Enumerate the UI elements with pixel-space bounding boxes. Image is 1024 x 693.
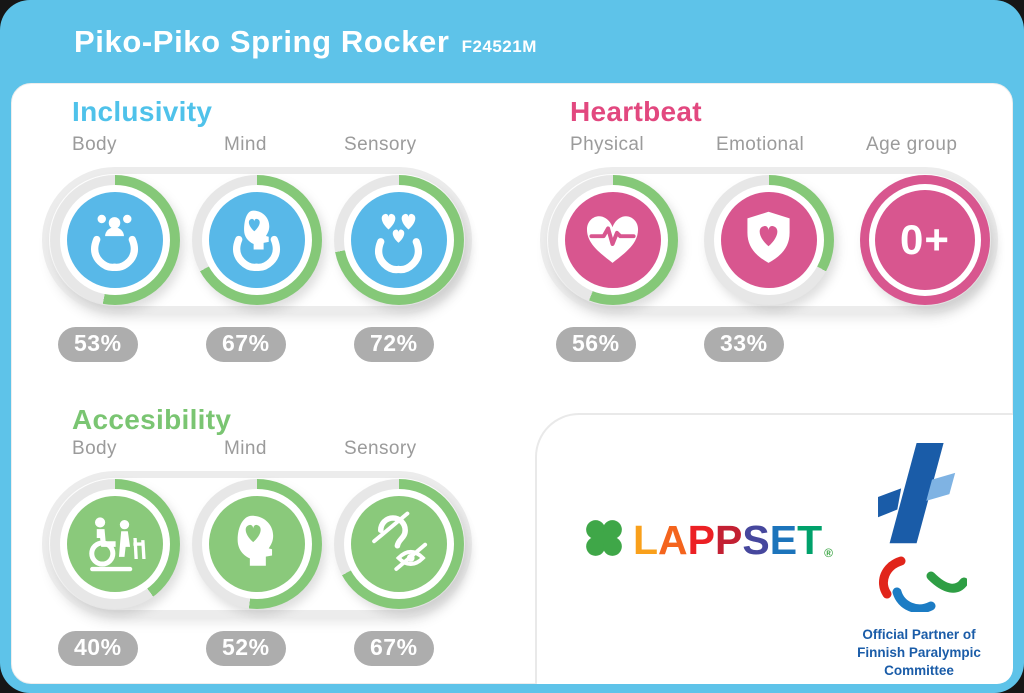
gauge-inclusivity-sensory bbox=[334, 175, 464, 305]
wheelchair-icon bbox=[67, 496, 163, 592]
heartbeat-physical-percent: 56% bbox=[556, 327, 636, 362]
heartbeat-label-agegroup: Age group bbox=[866, 134, 958, 155]
lappset-clover-icon bbox=[583, 517, 625, 564]
heartbeat-emotional-percent: 33% bbox=[704, 327, 784, 362]
gauge-accessibility-mind bbox=[192, 479, 322, 609]
heartbeat-gauge-group: 0+ bbox=[540, 167, 998, 313]
gauge-heartbeat-agegroup: 0+ bbox=[860, 175, 990, 305]
lappset-letter: P bbox=[715, 517, 743, 563]
paralympic-agitos-icon bbox=[871, 556, 969, 617]
gauge-inclusivity-mind bbox=[192, 175, 322, 305]
age-group-badge: 0+ bbox=[875, 190, 975, 290]
lappset-wordmark: L A P P S E T ® bbox=[633, 517, 833, 564]
shield-heart-icon bbox=[721, 192, 817, 288]
registered-trademark: ® bbox=[824, 546, 833, 560]
heart-pulse-icon bbox=[565, 192, 661, 288]
gauge-accessibility-sensory bbox=[334, 479, 464, 609]
inclusivity-mind-percent: 67% bbox=[206, 327, 286, 362]
accessibility-sensory-percent: 67% bbox=[354, 631, 434, 666]
accessibility-body-percent: 40% bbox=[58, 631, 138, 666]
page-title: Piko-Piko Spring Rocker F24521M bbox=[74, 24, 537, 60]
product-code: F24521M bbox=[461, 37, 537, 56]
gauge-inclusivity-body bbox=[50, 175, 180, 305]
head-heart-icon bbox=[209, 496, 305, 592]
accessibility-gauge-group bbox=[42, 471, 472, 617]
lappset-letter: L bbox=[633, 517, 659, 563]
finnish-paralympic-logo: Official Partner of Finnish Paralympic C… bbox=[839, 443, 999, 679]
lappset-letter: E bbox=[769, 517, 798, 563]
hands-mind-icon bbox=[209, 192, 305, 288]
inclusivity-label-mind: Mind bbox=[224, 134, 267, 155]
hands-hearts-icon bbox=[351, 192, 447, 288]
accessibility-label-sensory: Sensory bbox=[344, 438, 417, 459]
heartbeat-label-physical: Physical bbox=[570, 134, 644, 155]
hands-people-icon bbox=[67, 192, 163, 288]
accessibility-label-body: Body bbox=[72, 438, 117, 459]
inclusivity-gauge-group bbox=[42, 167, 472, 313]
gauge-heartbeat-emotional bbox=[704, 175, 834, 305]
inclusivity-body-percent: 53% bbox=[58, 327, 138, 362]
lappset-letter: P bbox=[687, 517, 716, 563]
accessibility-heading: Accesibility bbox=[72, 404, 232, 435]
paralympic-partner-text: Official Partner of Finnish Paralympic C… bbox=[857, 626, 981, 679]
lappset-letter: A bbox=[658, 517, 688, 563]
partner-card: L A P P S E T ® bbox=[535, 413, 1013, 684]
paralympic-cross-icon bbox=[878, 443, 960, 556]
inclusivity-label-sensory: Sensory bbox=[344, 134, 417, 155]
heartbeat-heading: Heartbeat bbox=[570, 96, 702, 127]
age-group-value: 0+ bbox=[900, 216, 950, 263]
accessibility-label-mind: Mind bbox=[224, 438, 267, 459]
lappset-letter: S bbox=[742, 517, 770, 563]
partner-text-line: Official Partner of bbox=[862, 627, 976, 642]
inclusivity-heading: Inclusivity bbox=[72, 96, 213, 127]
accessibility-mind-percent: 52% bbox=[206, 631, 286, 666]
gauge-accessibility-body bbox=[50, 479, 180, 609]
deaf-blind-icon bbox=[351, 496, 447, 592]
gauge-heartbeat-physical bbox=[548, 175, 678, 305]
lappset-letter: T bbox=[797, 517, 823, 563]
lappset-logo: L A P P S E T ® bbox=[583, 517, 833, 564]
inclusivity-label-body: Body bbox=[72, 134, 117, 155]
partner-text-line: Finnish Paralympic bbox=[857, 644, 981, 660]
heartbeat-label-emotional: Emotional bbox=[716, 134, 805, 155]
product-name: Piko-Piko Spring Rocker bbox=[74, 24, 450, 59]
inclusivity-sensory-percent: 72% bbox=[354, 327, 434, 362]
partner-text-line: Committee bbox=[884, 662, 954, 678]
